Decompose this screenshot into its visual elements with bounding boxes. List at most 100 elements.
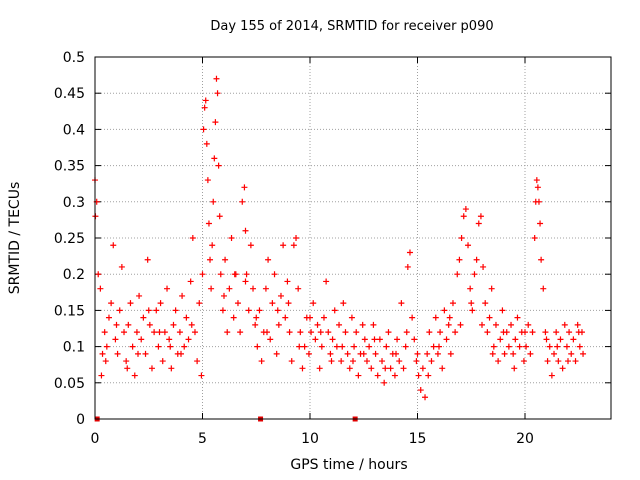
data-point	[430, 343, 437, 350]
data-point	[253, 314, 260, 321]
data-point	[406, 249, 413, 256]
data-point	[371, 336, 378, 343]
data-point	[495, 358, 502, 365]
data-point	[267, 336, 274, 343]
data-point	[344, 350, 351, 357]
data-point	[355, 372, 362, 379]
data-point	[108, 300, 115, 307]
data-point	[102, 358, 109, 365]
data-point	[327, 350, 334, 357]
data-point	[181, 343, 188, 350]
data-point	[497, 336, 504, 343]
data-point	[288, 358, 295, 365]
data-point	[342, 329, 349, 336]
data-point	[121, 329, 128, 336]
data-point	[153, 307, 160, 314]
data-point	[312, 336, 319, 343]
data-point	[360, 350, 367, 357]
data-point	[540, 285, 547, 292]
data-point	[131, 372, 138, 379]
data-point	[256, 307, 263, 314]
data-point	[176, 329, 183, 336]
data-point	[488, 285, 495, 292]
data-point	[340, 300, 347, 307]
data-point	[101, 329, 108, 336]
data-point	[123, 358, 130, 365]
data-point	[480, 263, 487, 270]
data-point	[413, 358, 420, 365]
data-point	[396, 358, 403, 365]
chart-title: Day 155 of 2014, SRMTID for receiver p09…	[210, 19, 493, 34]
data-point	[245, 307, 252, 314]
data-point	[318, 343, 325, 350]
data-point	[417, 387, 424, 394]
data-point	[499, 307, 506, 314]
data-point	[301, 343, 308, 350]
data-point	[382, 365, 389, 372]
data-point	[285, 300, 292, 307]
data-point	[215, 162, 222, 169]
data-point	[402, 343, 409, 350]
data-point	[219, 307, 226, 314]
data-point	[557, 336, 564, 343]
data-point	[209, 242, 216, 249]
data-point	[452, 329, 459, 336]
data-point	[196, 300, 203, 307]
data-point	[243, 271, 250, 278]
data-point	[415, 372, 422, 379]
data-point	[250, 285, 257, 292]
x-tick-label: 20	[516, 431, 534, 447]
data-point	[439, 365, 446, 372]
data-point	[576, 343, 583, 350]
data-point	[314, 321, 321, 328]
data-point	[534, 184, 541, 191]
data-point	[305, 350, 312, 357]
data-point	[258, 358, 265, 365]
data-point	[99, 350, 106, 357]
data-point	[368, 365, 375, 372]
data-point	[164, 285, 171, 292]
data-point	[138, 336, 145, 343]
data-point	[527, 350, 534, 357]
data-point	[538, 256, 545, 263]
data-point	[129, 343, 136, 350]
data-point	[124, 365, 131, 372]
data-point	[475, 220, 482, 227]
data-point	[339, 343, 346, 350]
data-point	[414, 350, 421, 357]
data-point	[381, 379, 388, 386]
data-point	[333, 343, 340, 350]
data-point	[568, 350, 575, 357]
data-point	[403, 329, 410, 336]
data-point	[383, 343, 390, 350]
data-point	[535, 198, 542, 205]
y-tick-label: 0	[76, 412, 85, 428]
data-point	[511, 365, 518, 372]
data-point	[565, 358, 571, 365]
data-point	[226, 285, 233, 292]
data-point	[103, 343, 110, 350]
data-point	[482, 300, 489, 307]
data-point	[202, 97, 209, 104]
data-point	[125, 321, 132, 328]
data-point	[446, 314, 453, 321]
data-point	[222, 256, 229, 263]
data-point	[374, 372, 381, 379]
data-point	[449, 300, 456, 307]
data-point	[469, 307, 476, 314]
data-point	[574, 321, 581, 328]
data-point	[529, 329, 536, 336]
data-point	[265, 256, 272, 263]
plot-frame	[94, 56, 612, 420]
data-point	[542, 329, 549, 336]
data-point	[422, 394, 429, 401]
data-point	[510, 350, 517, 357]
data-point	[512, 336, 519, 343]
data-point	[210, 198, 217, 205]
data-point	[484, 329, 491, 336]
data-point	[505, 343, 512, 350]
data-point	[376, 336, 383, 343]
data-point	[284, 278, 291, 285]
data-point	[113, 321, 120, 328]
y-tick-label: 0.3	[63, 195, 85, 211]
